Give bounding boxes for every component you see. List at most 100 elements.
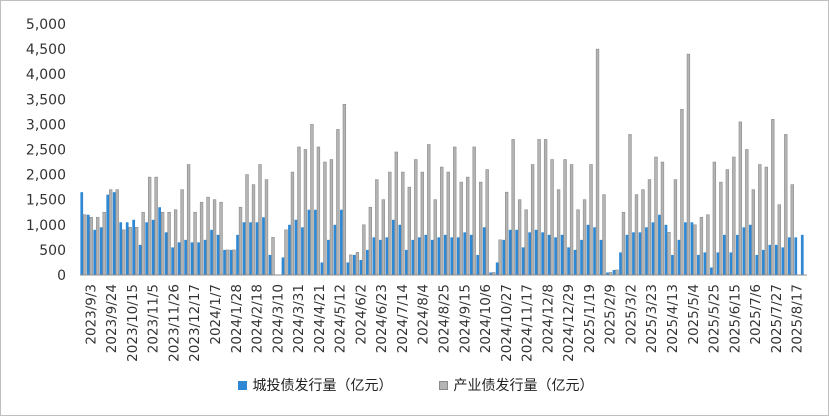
bar-chengtou [346, 262, 350, 275]
bar-chanye [660, 161, 665, 276]
bar-chanye [719, 181, 723, 276]
bar-chengtou [697, 254, 700, 275]
bar-chanye [764, 166, 768, 276]
bar-chengtou [203, 239, 207, 275]
bar-chanye [758, 164, 762, 276]
bar-chanye [680, 109, 684, 276]
y-tick-label: 0 [57, 268, 66, 284]
bar-chengtou [781, 247, 785, 275]
bar-chanye [355, 252, 360, 276]
bar-chanye [790, 184, 794, 276]
bar-chengtou [774, 244, 778, 275]
bar-chanye [102, 211, 106, 276]
bar-chengtou [443, 234, 447, 275]
y-tick-label: 1,000 [26, 218, 66, 234]
bar-chengtou [229, 249, 233, 275]
bar-chengtou [340, 209, 343, 275]
x-tick-label: 2023/12/17 [187, 284, 203, 362]
bar-chengtou [417, 237, 421, 275]
bar-chengtou [684, 222, 687, 275]
x-tick-label: 2024/10/27 [499, 284, 515, 362]
bar-chengtou [210, 229, 213, 275]
x-tick-label: 2024/4/21 [312, 284, 328, 353]
bar-chengtou [184, 239, 187, 275]
x-tick-label: 2024/10/6 [478, 284, 494, 353]
legend-label-chanye: 产业债发行量（亿元） [453, 378, 594, 394]
bar-chanye [446, 171, 450, 276]
bar-chanye [271, 237, 275, 276]
bar-chanye [342, 104, 347, 276]
bar-chengtou [99, 227, 103, 275]
bar-chanye [530, 164, 535, 276]
bar-chanye [479, 181, 483, 276]
bar-chengtou [748, 224, 752, 275]
x-tick-label: 2025/5/4 [686, 284, 702, 345]
bar-chengtou [223, 249, 226, 275]
bar-chengtou [112, 192, 116, 275]
y-tick-label: 4,500 [26, 42, 66, 58]
x-tick-label: 2024/12/8 [540, 284, 556, 353]
legend-label-chengtou: 城投债发行量（亿元） [252, 378, 393, 394]
x-tick-label: 2025/3/2 [623, 284, 639, 345]
y-tick-label: 4,000 [26, 67, 66, 83]
bar-chengtou [378, 239, 382, 275]
bar-chengtou [145, 222, 149, 275]
bar-chanye [96, 216, 100, 276]
bar-chengtou [528, 232, 531, 275]
bar-chanye [634, 194, 639, 276]
bar-chengtou [489, 272, 493, 275]
bar-chengtou [612, 269, 616, 275]
bar-chanye [122, 229, 126, 276]
bar-chengtou [249, 222, 252, 275]
bar-chengtou [359, 259, 363, 275]
x-tick-label: 2024/3/31 [291, 284, 307, 353]
bar-chanye [173, 209, 178, 276]
bar-chanye [381, 199, 385, 276]
bar-chengtou [158, 207, 162, 275]
x-tick-label: 2024/6/2 [353, 284, 369, 345]
bar-chengtou [469, 234, 473, 275]
bar-chanye [180, 189, 184, 276]
bar-chengtou [638, 232, 642, 275]
y-tick-label: 2,000 [26, 168, 66, 184]
bar-chanye [485, 169, 489, 276]
y-tick-label: 3,000 [26, 117, 66, 133]
x-tick-label: 2025/5/25 [707, 284, 723, 353]
bar-chengtou [502, 239, 506, 275]
bar-chanye [264, 179, 269, 276]
bar-chanye [245, 174, 249, 276]
bar-chanye [303, 149, 308, 276]
bar-chanye [433, 199, 437, 276]
bar-chanye [504, 191, 509, 276]
bar-chengtou [125, 222, 129, 275]
bar-chengtou [216, 234, 220, 275]
bar-chanye [258, 164, 262, 276]
bar-chengtou [547, 234, 551, 275]
bar-chengtou [86, 214, 90, 275]
bar-chengtou [521, 247, 525, 275]
x-tick-label: 2023/9/3 [83, 284, 99, 345]
x-tick-label: 2024/2/18 [250, 284, 266, 353]
bar-chengtou [716, 252, 720, 275]
bar-chanye [784, 134, 788, 276]
bar-chanye [771, 119, 775, 276]
bar-chanye [147, 176, 152, 276]
bar-chengtou [301, 227, 304, 275]
bar-chengtou [424, 234, 428, 275]
bar-chanye [440, 166, 444, 276]
bar-chanye [459, 181, 463, 276]
bar-chanye [699, 216, 704, 276]
bar-chengtou [625, 234, 629, 275]
bar-chanye [563, 159, 567, 276]
bar-chanye [667, 232, 671, 276]
bar-chanye [128, 227, 132, 276]
bar-chanye [160, 211, 165, 276]
bar-chanye [524, 209, 528, 276]
bar-chanye [83, 214, 87, 276]
bar-chengtou [703, 252, 707, 275]
bar-chanye [732, 156, 736, 276]
legend-swatch-chanye [438, 380, 448, 390]
bar-chanye [310, 124, 314, 276]
bar-chengtou [515, 229, 519, 275]
bar-chengtou [437, 237, 441, 275]
